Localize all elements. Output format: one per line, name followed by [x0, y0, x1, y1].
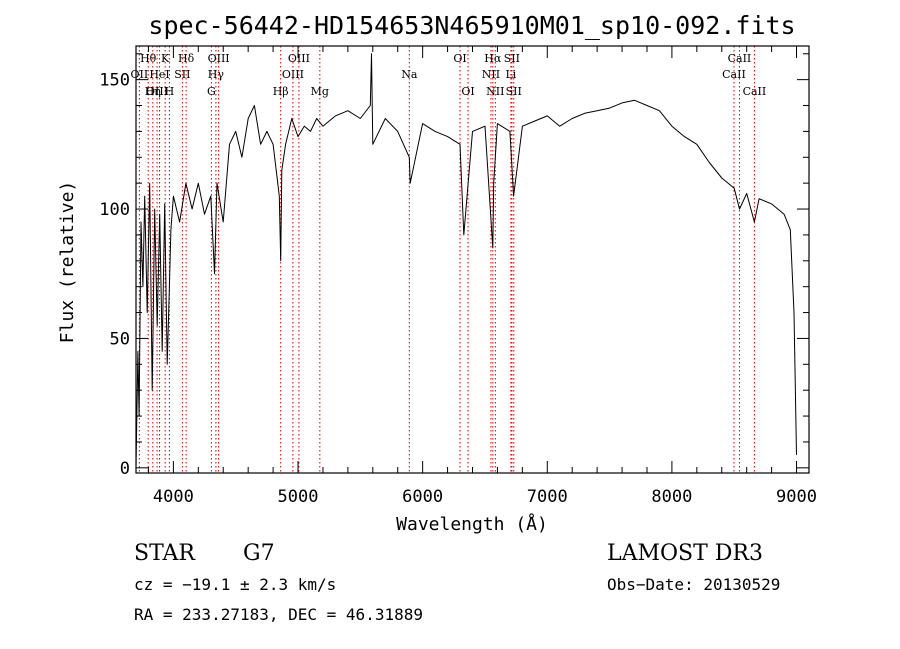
- spectral-line-label: K: [161, 52, 170, 65]
- spectral-line-label: HeI: [149, 68, 169, 81]
- spectral-line-label: NII: [486, 85, 504, 98]
- spectral-line-label: OII: [131, 68, 149, 81]
- x-tick-label: 7000: [527, 487, 568, 507]
- spectral-line-label: Hγ: [208, 68, 225, 81]
- x-axis-ticks: 4000 5000 6000 7000 8000 9000: [147, 46, 817, 507]
- plot-frame: [135, 45, 810, 474]
- y-tick-label: 150: [99, 71, 130, 91]
- spectral-line-label: Mg: [311, 85, 329, 98]
- y-tick-label: 0: [120, 459, 130, 479]
- spectral-line-label: G: [207, 85, 216, 98]
- object-subclass: G7: [243, 541, 275, 566]
- x-tick-label: 5000: [278, 487, 319, 507]
- y-tick-label: 100: [99, 200, 130, 220]
- spectrum-line: [135, 53, 797, 468]
- object-class: STAR: [134, 541, 196, 566]
- y-axis-ticks: 0 50 100 150: [99, 53, 809, 479]
- spectral-line-label: Hβ: [273, 85, 289, 98]
- spectral-line-label: OI: [461, 85, 474, 98]
- spectral-line-label: OI: [453, 52, 466, 65]
- spectral-line-label: H: [165, 85, 175, 98]
- x-tick-label: 6000: [402, 487, 443, 507]
- coordinates-text: RA = 233.27183, DEC = 46.31889: [134, 605, 423, 624]
- spectral-line-markers: [138, 46, 755, 473]
- spectral-line-label: OIII: [208, 52, 230, 65]
- y-tick-label: 50: [110, 329, 130, 349]
- spectral-line-label: Hθ: [140, 52, 157, 65]
- x-tick-label: 8000: [651, 487, 692, 507]
- spectral-line-label: SII: [174, 68, 190, 81]
- spectral-line-label: SII: [504, 52, 520, 65]
- spectral-line-label: SII: [506, 85, 522, 98]
- spectral-line-label: CaII: [743, 85, 767, 98]
- spectral-line-label: Li: [505, 68, 516, 81]
- chart-title: spec-56442-HD154653N465910M01_sp10-092.f…: [148, 11, 795, 40]
- obs-date-text: Obs−Date: 20130529: [607, 575, 780, 594]
- spectral-line-label: CaII: [728, 52, 752, 65]
- spectral-line-label: Na: [401, 68, 418, 81]
- spectral-line-label: NII: [482, 68, 500, 81]
- spectral-line-label: Hα: [484, 52, 502, 65]
- x-axis-label: Wavelength (Å): [396, 513, 548, 535]
- spectral-line-label: CaII: [722, 68, 746, 81]
- spectral-line-label: Hδ: [178, 52, 195, 65]
- series-layer: [135, 53, 797, 468]
- spectral-line-label: OIII: [282, 68, 304, 81]
- spectral-line-label: OIII: [288, 52, 310, 65]
- redshift-text: cz = −19.1 ± 2.3 km/s: [134, 575, 336, 594]
- spectral-line-label: Hη: [145, 85, 161, 98]
- spectral-line-label: OIII: [146, 85, 168, 98]
- y-axis-label: Flux (relative): [57, 181, 78, 344]
- survey-name: LAMOST DR3: [607, 541, 763, 566]
- x-tick-label: 4000: [153, 487, 194, 507]
- x-tick-label: 9000: [776, 487, 817, 507]
